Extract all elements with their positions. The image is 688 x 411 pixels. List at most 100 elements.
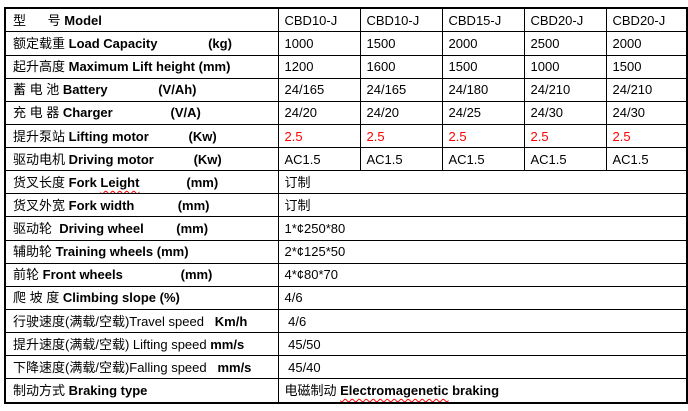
- row-label-fork-width: 货叉外宽 Fork width (mm): [4, 193, 279, 218]
- misspelled-word: Electromagenetic: [340, 383, 449, 399]
- label-segment: [139, 175, 186, 190]
- value-cell: CBD20-J: [523, 7, 607, 33]
- value-cell-span: 45/40: [277, 355, 688, 380]
- row-label-lifting-motor: 提升泵站 Lifting motor (Kw): [4, 123, 279, 149]
- table-row-training-wheels: 辅助轮 Training wheels (mm) 2*¢125*50: [4, 239, 688, 264]
- label-segment: Driving wheel: [59, 221, 144, 237]
- label-segment: Km/h: [214, 313, 248, 329]
- label-segment: [108, 82, 159, 97]
- table-row-fork-length: 货叉长度 Fork Leight (mm) 订制: [4, 170, 688, 195]
- label-segment: 驱动电机: [13, 151, 69, 167]
- row-label-lifting-speed: 提升速度(满载/空载) Lifting speed mm/s: [4, 332, 279, 357]
- value-cell-span: 4*¢80*70: [277, 262, 688, 287]
- value-cell: 24/25: [441, 100, 525, 125]
- value-cell: 24/165: [277, 77, 361, 102]
- row-label-braking-type: 制动方式 Braking type: [4, 378, 279, 404]
- label-segment: 行驶速度(满载/空载): [13, 313, 130, 329]
- value-cell: AC1.5: [605, 147, 688, 172]
- table-row-driving-motor: 驱动电机 Driving motor (Kw) AC1.5 AC1.5 AC1.5 AC…: [4, 147, 688, 172]
- value-cell-span: 订制: [277, 170, 688, 195]
- value-cell-span: 1*¢250*80: [277, 216, 688, 241]
- table-row-front-wheels: 前轮 Front wheels (mm) 4*¢80*70: [4, 262, 688, 287]
- value-cell: 2.5: [523, 123, 607, 149]
- label-segment: 爬 坡 度: [13, 290, 63, 306]
- label-segment: 型 号: [13, 12, 65, 28]
- label-segment: 订制: [284, 197, 311, 213]
- value-cell: 2500: [523, 31, 607, 56]
- value-cell: AC1.5: [277, 147, 361, 172]
- row-label-load-capacity: 额定载重 Load Capacity (kg): [4, 31, 279, 56]
- row-label-front-wheels: 前轮 Front wheels (mm): [4, 262, 279, 287]
- label-segment: 45/50: [284, 336, 321, 352]
- label-segment: (mm): [176, 221, 209, 237]
- label-segment: Charger: [62, 105, 113, 121]
- label-segment: Fork: [68, 174, 101, 190]
- spec-table: 型 号 Model CBD10-J CBD10-J CBD15-J CBD20-J CBD…: [4, 7, 688, 404]
- table-row-lifting-motor: 提升泵站 Lifting motor (Kw) 2.5 2.5 2.5 2.5 2.5: [4, 123, 688, 149]
- value-cell: 2000: [441, 31, 525, 56]
- label-segment: [123, 267, 181, 282]
- label-segment: 充 电 器: [13, 105, 63, 121]
- table-row-load-capacity: 额定载重 Load Capacity (kg) 1000 1500 2000 2500 2…: [4, 31, 688, 56]
- label-segment: [144, 221, 177, 236]
- label-segment: (Kw): [193, 151, 222, 167]
- value-cell: 1500: [441, 54, 525, 79]
- table-row-model: 型 号 Model CBD10-J CBD10-J CBD15-J CBD20-J CBD…: [4, 7, 688, 33]
- value-cell: 1000: [277, 31, 361, 56]
- row-label-climbing-slope: 爬 坡 度 Climbing slope (%): [4, 285, 279, 310]
- label-segment: 下降速度(满载/空载): [13, 359, 130, 375]
- label-segment: Falling speed: [129, 359, 207, 375]
- value-cell: 2000: [605, 31, 688, 56]
- row-label-model: 型 号 Model: [4, 7, 279, 33]
- label-segment: 货叉长度: [13, 174, 69, 190]
- row-label-fork-length: 货叉长度 Fork Leight (mm): [4, 170, 279, 195]
- value-cell: 24/210: [523, 77, 607, 102]
- value-cell: AC1.5: [441, 147, 525, 172]
- label-segment: Lifting speed: [132, 336, 211, 352]
- value-cell: AC1.5: [359, 147, 443, 172]
- label-segment: Battery: [62, 82, 108, 98]
- value-cell: 24/30: [523, 100, 607, 125]
- table-row-braking-type: 制动方式 Braking type 电磁制动 Electromagenetic b…: [4, 378, 688, 404]
- label-segment: (kg): [208, 36, 232, 52]
- label-segment: (mm): [186, 174, 219, 190]
- label-segment: 电磁制动: [284, 383, 341, 399]
- value-cell: 24/210: [605, 77, 688, 102]
- table-row-travel-speed: 行驶速度(满载/空载)Travel speed Km/h 4/6: [4, 308, 688, 334]
- label-segment: (mm): [177, 197, 210, 213]
- label-segment: [157, 36, 208, 51]
- label-segment: Maximum Lift height (mm): [68, 59, 231, 75]
- table-row-climbing-slope: 爬 坡 度 Climbing slope (%) 4/6: [4, 285, 688, 310]
- label-segment: mm/s: [210, 336, 245, 352]
- value-cell: 1200: [277, 54, 361, 79]
- label-segment: 提升速度(满载/空载): [13, 336, 133, 352]
- misspelled-word: Leight: [100, 174, 140, 190]
- label-segment: (Kw): [188, 128, 217, 144]
- table-row-battery: 蓄 电 池 Battery (V/Ah) 24/165 24/165 24/180 24…: [4, 77, 688, 102]
- value-cell: 2.5: [277, 123, 361, 149]
- label-segment: 制动方式: [13, 383, 69, 399]
- value-cell-span: 2*¢125*50: [277, 239, 688, 264]
- value-cell: 1500: [359, 31, 443, 56]
- label-segment: Travel speed: [129, 313, 204, 329]
- label-segment: 前轮: [13, 267, 43, 283]
- label-segment: 提升泵站: [13, 128, 69, 144]
- label-segment: 45/40: [284, 359, 321, 375]
- label-segment: Load Capacity: [68, 36, 158, 52]
- label-segment: 起升高度: [13, 59, 69, 75]
- label-segment: [113, 105, 171, 120]
- label-segment: Lifting motor: [68, 128, 149, 144]
- value-cell: 24/20: [359, 100, 443, 125]
- value-cell-span: 4/6: [277, 308, 688, 334]
- label-segment: Training wheels (mm): [55, 244, 189, 260]
- label-segment: 1*¢250*80: [284, 221, 346, 237]
- table-row-charger: 充 电 器 Charger (V/A) 24/20 24/20 24/25 24/30 2…: [4, 100, 688, 125]
- label-segment: [149, 129, 189, 144]
- label-segment: [154, 152, 194, 167]
- value-cell: 24/180: [441, 77, 525, 102]
- label-segment: Driving motor: [68, 151, 154, 167]
- table-row-fork-width: 货叉外宽 Fork width (mm) 订制: [4, 193, 688, 218]
- label-segment: Braking type: [68, 383, 148, 399]
- row-label-falling-speed: 下降速度(满载/空载)Falling speed mm/s: [4, 355, 279, 380]
